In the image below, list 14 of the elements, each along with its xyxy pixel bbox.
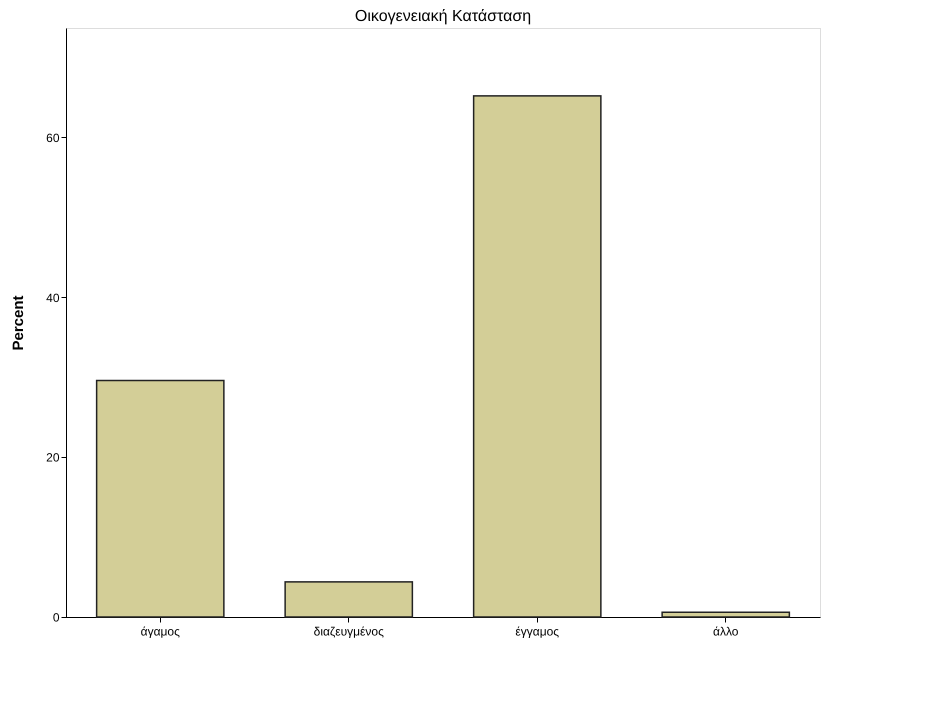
bar: [661, 611, 790, 618]
x-tick-label: άλλο: [713, 624, 739, 638]
bar: [472, 95, 602, 618]
x-tick-label: έγγαμος: [515, 624, 560, 638]
y-tick-label: 0: [52, 610, 60, 624]
y-axis-title: Percent: [10, 295, 28, 351]
x-tick-label: άγαμος: [140, 624, 180, 638]
y-tick-label: 40: [46, 290, 60, 305]
bar: [284, 581, 414, 618]
x-tick-label: διαζευγμένος: [314, 624, 384, 638]
bar: [96, 380, 225, 618]
y-tick-label: 60: [46, 130, 60, 145]
y-tick-label: 20: [46, 450, 60, 465]
chart-title: Οικογενειακή Κατάσταση: [354, 8, 532, 25]
